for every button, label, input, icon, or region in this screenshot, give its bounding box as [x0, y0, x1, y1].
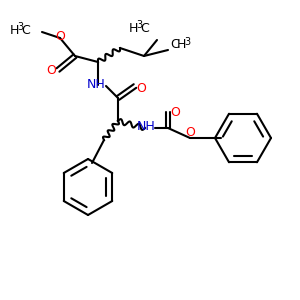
- Text: H: H: [129, 22, 138, 34]
- Text: O: O: [55, 31, 65, 44]
- Text: 3: 3: [136, 20, 142, 30]
- Text: 3: 3: [17, 22, 23, 32]
- Text: 3: 3: [184, 37, 190, 47]
- Text: NH: NH: [136, 119, 155, 133]
- Text: O: O: [185, 127, 195, 140]
- Text: H: H: [177, 38, 186, 52]
- Text: H: H: [10, 23, 20, 37]
- Text: O: O: [46, 64, 56, 77]
- Text: O: O: [170, 106, 180, 119]
- Text: NH: NH: [87, 77, 105, 91]
- Text: C: C: [170, 38, 179, 52]
- Text: C: C: [21, 23, 30, 37]
- Text: C: C: [140, 22, 149, 34]
- Text: O: O: [136, 82, 146, 94]
